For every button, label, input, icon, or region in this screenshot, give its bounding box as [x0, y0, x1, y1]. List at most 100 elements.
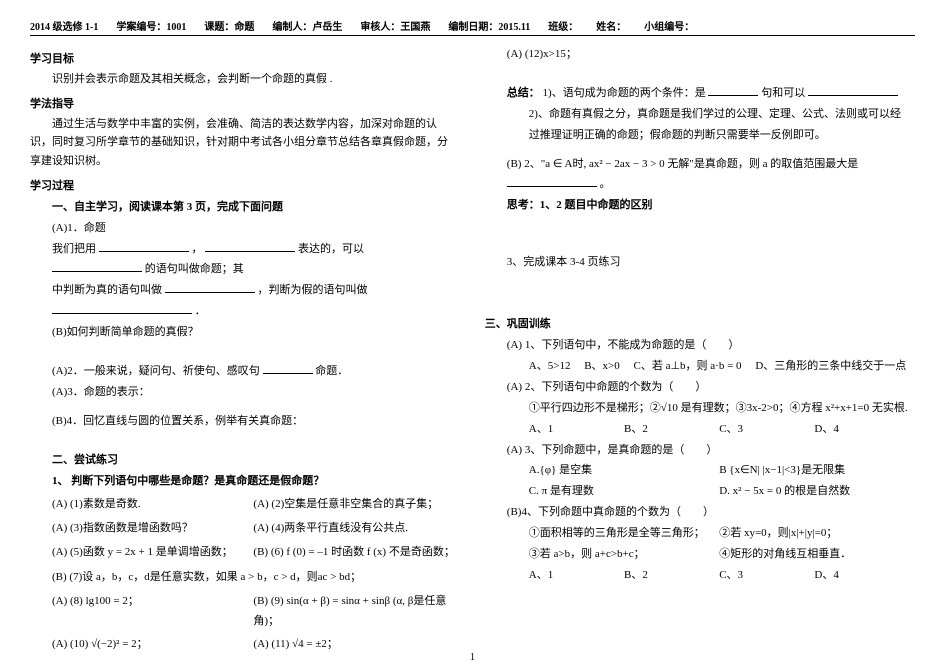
goals-text: 识别并会表示命题及其相关概念，会判断一个命题的真假 .: [30, 70, 455, 89]
tA3-row1: A.{φ} 是空集 B {x∈N| |x−1|<3}是无限集: [529, 460, 910, 481]
q-row-8-9: (A) (8) lg100 = 2； (B) (9) sin(α + β) = …: [52, 592, 455, 632]
tB4-B: B、2: [624, 565, 719, 586]
tA2-B: B、2: [624, 419, 719, 440]
b2: (B) 2、"a ∈ A时, ax² − 2ax − 3 > 0 无解"是真命题…: [507, 154, 910, 196]
tA2-D: D、4: [814, 419, 909, 440]
header-name: 姓名：: [596, 18, 626, 33]
b4: (B)4．回忆直线与圆的位置关系，例举有关真命题：: [52, 411, 455, 432]
b2-b: 。: [600, 178, 611, 190]
header-group: 小组编号：: [644, 18, 694, 33]
header-class: 班级：: [548, 18, 578, 33]
tB4-2: ②若 xy=0，则|x|+|y|=0；: [719, 523, 909, 544]
q1-8: (A) (8) lg100 = 2；: [52, 592, 253, 632]
q1-12: (A) (12)x>15；: [507, 44, 910, 65]
blank: [808, 84, 898, 96]
tB4-D: D、4: [814, 565, 909, 586]
a1-label: (A)1．命题: [52, 218, 455, 239]
tA2-C: C、3: [719, 419, 814, 440]
q1-5: (A) (5)函数 y = 2x + 1 是单调增函数；: [52, 543, 253, 563]
q1-title: 1、 判断下列语句中哪些是命题？是真命题还是假命题？: [52, 471, 455, 492]
tA3-C: C. π 是有理数: [529, 481, 719, 502]
a1-line2-c: ．: [195, 305, 206, 317]
section3-title: 三、巩固训练: [485, 315, 910, 331]
q1-2: (A) (2)空集是任意非空集合的真子集；: [253, 495, 454, 515]
q1-4: (A) (4)两条平行直线没有公共点.: [253, 519, 454, 539]
header-date: 编制日期：2015.11: [448, 18, 530, 33]
a2-a: (A)2．一般来说，疑问句、祈使句、感叹句: [52, 365, 260, 377]
summary-1b: 句和可以: [761, 87, 805, 99]
summary-2: 2)、命题有真假之分，真命题是我们学过的公理、定理、公式、法则或可以经过推理证明…: [529, 104, 910, 146]
tA3-B: B {x∈N| |x−1|<3}是无限集: [719, 460, 909, 481]
tA2-A: A、1: [529, 419, 624, 440]
tA3-D: D. x² − 5x = 0 的根是自然数: [719, 481, 909, 502]
tB4: (B)4、下列命题中真命题的个数为（ ）: [507, 502, 910, 523]
summary-title: 总结：: [507, 87, 540, 99]
a1-line1-a: 我们把用: [52, 243, 96, 255]
process-title: 学习过程: [30, 177, 455, 193]
tA3-row2: C. π 是有理数 D. x² − 5x = 0 的根是自然数: [529, 481, 910, 502]
q1-6: (B) (6) f (0) = –1 时函数 f (x) 不是奇函数；: [253, 543, 454, 563]
section1-title: 一、自主学习，阅读课本第 3 页，完成下面问题: [52, 197, 455, 218]
blank: [507, 175, 597, 187]
a1-line1-c: 表达的，可以: [298, 243, 364, 255]
b1-label: (B)如何判断简单命题的真假？: [52, 322, 455, 343]
tB4-C: C、3: [719, 565, 814, 586]
blank: [165, 281, 255, 293]
a3: (A)3．命题的表示：: [52, 382, 455, 403]
q1-9: (B) (9) sin(α + β) = sinα + sinβ (α, β是任…: [253, 592, 454, 632]
q-row-1-2: (A) (1)素数是奇数. (A) (2)空集是任意非空集合的真子集；: [52, 495, 455, 515]
tB4-1: ①面积相等的三角形是全等三角形；: [529, 523, 719, 544]
header-lesson-id: 学案编号：1001: [116, 18, 186, 33]
tB4-A: A、1: [529, 565, 624, 586]
right-column: (A) (12)x>15； 总结： 1)、语句成为命题的两个条件：是 句和可以 …: [485, 44, 910, 659]
tA2: (A) 2、下列语句中命题的个数为（ ）: [507, 377, 910, 398]
page-number: 1: [470, 652, 475, 663]
a2: (A)2．一般来说，疑问句、祈使句、感叹句 命题．: [52, 361, 455, 382]
a1-line1-b: ，: [192, 243, 203, 255]
header-author: 编制人：卢岳生: [272, 18, 342, 33]
q1-10: (A) (10) √(−2)² = 2；: [52, 635, 253, 655]
q-row-5-6: (A) (5)函数 y = 2x + 1 是单调增函数； (B) (6) f (…: [52, 543, 455, 563]
a1-line1: 我们把用 ， 表达的，可以 的语句叫做命题；其: [52, 239, 455, 281]
tA1-A: A、5>12: [529, 360, 571, 372]
a1-line2: 中判断为真的语句叫做 ，判断为假的语句叫做 ．: [52, 280, 455, 322]
a1-line1-d: 的语句叫做命题；其: [145, 263, 244, 275]
q1-7: (B) (7)设 a，b，c，d是任意实数，如果 a > b，c > d，则ac…: [52, 567, 455, 588]
tA3: (A) 3、下列命题中，是真命题的是（ ）: [507, 440, 910, 461]
header-book: 2014 级选修 1-1: [30, 18, 98, 33]
blank: [52, 302, 192, 314]
a2-b: 命题．: [315, 365, 348, 377]
tA1-options: A、5>12 B、x>0 C、若 a⊥b，则 a·b = 0 D、三角形的三条中…: [529, 356, 910, 377]
a1-line2-b: ，判断为假的语句叫做: [258, 284, 368, 296]
tA2-options: A、1 B、2 C、3 D、4: [529, 419, 910, 440]
left-column: 学习目标 识别并会表示命题及其相关概念，会判断一个命题的真假 . 学法指导 通过…: [30, 44, 455, 659]
q1-3: (A) (3)指数函数是增函数吗？: [52, 519, 253, 539]
header-reviewer: 审核人：王国燕: [360, 18, 430, 33]
blank: [205, 240, 295, 252]
tB4-options: A、1 B、2 C、3 D、4: [529, 565, 910, 586]
q-row-10-11: (A) (10) √(−2)² = 2； (A) (11) √4 = ±2；: [52, 635, 455, 655]
tA1-B: B、x>0: [584, 360, 620, 372]
summary-1a: 1)、语句成为命题的两个条件：是: [543, 87, 706, 99]
think-title: 思考：1、2 题目中命题的区别: [507, 195, 910, 216]
blank: [708, 84, 758, 96]
q1-1: (A) (1)素数是奇数.: [52, 495, 253, 515]
hw3: 3、完成课本 3-4 页练习: [507, 252, 910, 273]
q1-11: (A) (11) √4 = ±2；: [253, 635, 454, 655]
tA2-items: ①平行四边形不是梯形；②√10 是有理数；③3x-2>0；④方程 x²+x+1=…: [529, 398, 910, 419]
tA1-D: D、三角形的三条中线交于一点: [755, 360, 906, 372]
blank: [52, 260, 142, 272]
blank: [263, 362, 313, 374]
tB4-row2: ③若 a>b，则 a+c>b+c； ④矩形的对角线互相垂直．: [529, 544, 910, 565]
summary: 总结： 1)、语句成为命题的两个条件：是 句和可以: [507, 83, 910, 104]
method-text: 通过生活与数学中丰富的实例，会准确、简洁的表达数学内容，加深对命题的认识，同时复…: [30, 115, 455, 171]
a1-line2-a: 中判断为真的语句叫做: [52, 284, 162, 296]
method-title: 学法指导: [30, 95, 455, 111]
tA1-C: C、若 a⊥b，则 a·b = 0: [634, 360, 742, 372]
section2-title: 二、尝试练习: [52, 450, 455, 471]
two-column-layout: 学习目标 识别并会表示命题及其相关概念，会判断一个命题的真假 . 学法指导 通过…: [30, 44, 915, 659]
tB4-row1: ①面积相等的三角形是全等三角形； ②若 xy=0，则|x|+|y|=0；: [529, 523, 910, 544]
tA1: (A) 1、下列语句中，不能成为命题的是（ ）: [507, 335, 910, 356]
tB4-3: ③若 a>b，则 a+c>b+c；: [529, 544, 719, 565]
tA3-A: A.{φ} 是空集: [529, 460, 719, 481]
